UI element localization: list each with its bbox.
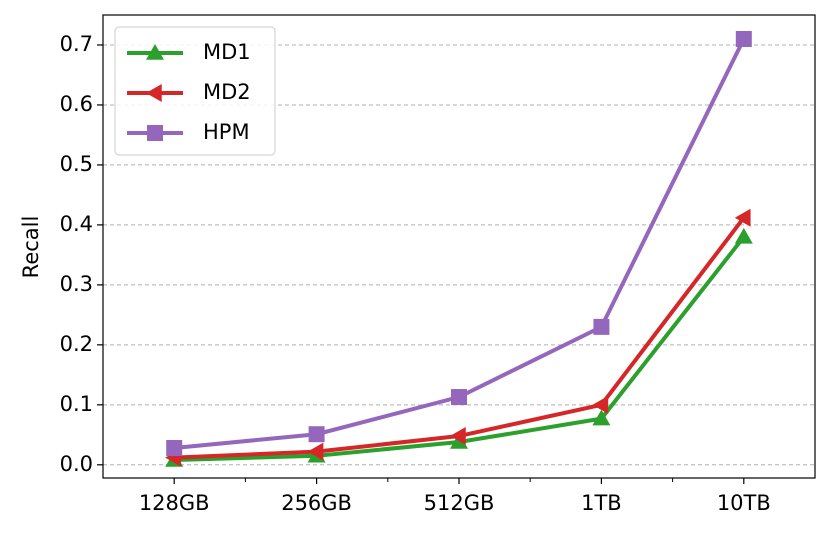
marker bbox=[734, 227, 753, 244]
marker bbox=[593, 318, 610, 335]
series-line bbox=[174, 216, 746, 460]
y-axis-label: Recall bbox=[19, 216, 43, 279]
legend: MD1 MD2 HPM bbox=[114, 26, 276, 156]
marker bbox=[166, 440, 183, 457]
y-tick-label: 0.5 bbox=[60, 152, 93, 176]
marker bbox=[451, 389, 467, 406]
series-line bbox=[174, 235, 746, 463]
marker bbox=[147, 125, 163, 141]
x-tick-label: 1TB bbox=[581, 491, 622, 515]
marker bbox=[735, 30, 752, 47]
legend-label: MD1 bbox=[203, 40, 251, 64]
marker bbox=[450, 427, 466, 446]
marker bbox=[308, 426, 325, 443]
x-tick-label: 512GB bbox=[424, 491, 495, 515]
legend-label: HPM bbox=[203, 120, 250, 144]
plot-frame bbox=[102, 14, 816, 479]
marker bbox=[592, 395, 609, 414]
marker bbox=[146, 84, 162, 102]
y-tick-label: 0.4 bbox=[60, 212, 93, 236]
y-tick-label: 0.3 bbox=[60, 272, 93, 296]
x-tick-label: 128GB bbox=[139, 491, 210, 515]
marker bbox=[146, 44, 164, 60]
legend-label: MD2 bbox=[203, 80, 251, 104]
marker bbox=[734, 208, 751, 227]
y-tick-label: 0.0 bbox=[60, 452, 93, 476]
y-tick-label: 0.6 bbox=[60, 92, 93, 116]
y-tick-label: 0.7 bbox=[60, 32, 93, 56]
y-tick-label: 0.1 bbox=[60, 392, 93, 416]
y-tick-label: 0.2 bbox=[60, 332, 93, 356]
marker bbox=[592, 409, 611, 426]
marker bbox=[307, 442, 324, 461]
x-tick-label: 10TB bbox=[717, 491, 771, 515]
x-tick-label: 256GB bbox=[281, 491, 352, 515]
